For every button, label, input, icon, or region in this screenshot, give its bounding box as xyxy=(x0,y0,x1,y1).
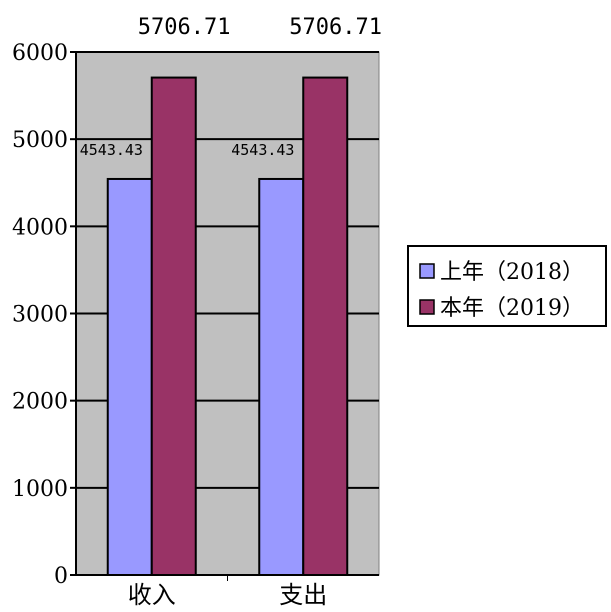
y-tick-label: 2000 xyxy=(12,390,68,415)
legend-label-1: 本年（2019） xyxy=(440,296,584,321)
y-tick-label: 5000 xyxy=(12,128,68,153)
data-label-this-year-0: 5706.71 xyxy=(138,15,231,40)
y-tick-label: 3000 xyxy=(12,303,68,328)
legend: 上年（2018） 本年（2019） xyxy=(407,245,607,327)
bar-this-year-0 xyxy=(150,76,197,576)
y-tick-label: 0 xyxy=(54,564,68,589)
bar-prev-year-0 xyxy=(106,177,153,576)
bar-prev-year-1 xyxy=(258,177,305,576)
legend-swatch-1 xyxy=(419,299,435,315)
y-tick-label: 4000 xyxy=(12,215,68,240)
data-label-this-year-1: 5706.71 xyxy=(289,15,382,40)
legend-swatch-0 xyxy=(419,263,435,279)
bar-this-year-1 xyxy=(302,76,349,576)
legend-label-0: 上年（2018） xyxy=(440,260,584,285)
x-tick-label: 收入 xyxy=(128,581,176,609)
y-tick-label: 6000 xyxy=(12,41,68,66)
y-tick-label: 1000 xyxy=(12,477,68,502)
legend-box xyxy=(407,245,607,327)
x-tick-label: 支出 xyxy=(279,581,327,609)
data-label-prev-year-1: 4543.43 xyxy=(231,141,294,159)
data-label-prev-year-0: 4543.43 xyxy=(80,141,143,159)
